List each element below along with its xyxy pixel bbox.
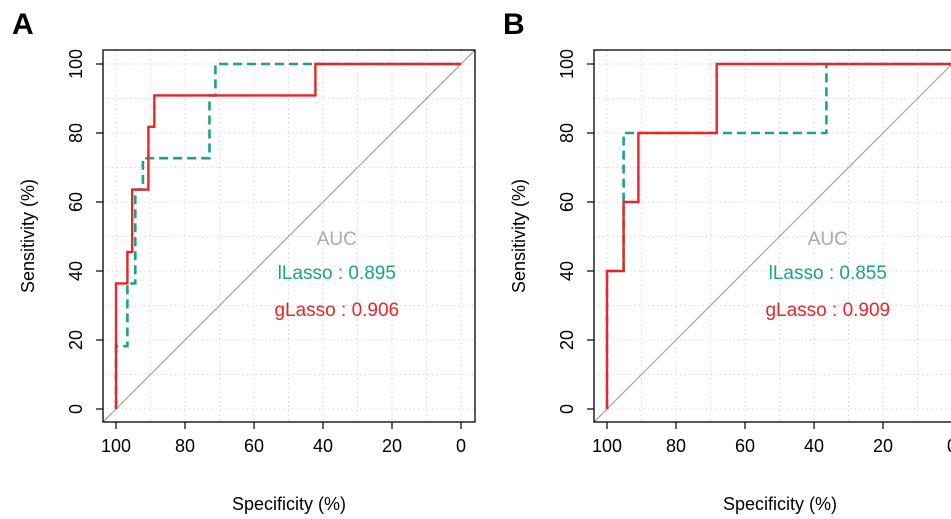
y-tick-label: 20 <box>557 330 577 350</box>
y-tick-label: 20 <box>66 330 86 350</box>
auc-legend-title: AUC <box>808 229 848 250</box>
x-tick-label: 100 <box>592 436 622 456</box>
diagonal-line <box>593 64 951 423</box>
panel-1: 100 80 60 40 20 0 0 20 40 60 80 100 Specificity (%) S… <box>503 8 951 514</box>
auc-legend-entry-gLasso: gLasso : 0.906 <box>274 300 399 321</box>
y-tick-label: 60 <box>557 192 577 212</box>
x-tick-label: 0 <box>947 436 951 456</box>
y-axis-title: Sensitivity (%) <box>509 179 529 293</box>
auc-legend-entry-lLasso: lLasso : 0.855 <box>769 263 887 284</box>
x-tick-label: 80 <box>666 436 686 456</box>
x-tick-label: 60 <box>735 436 755 456</box>
x-tick-label: 80 <box>175 436 195 456</box>
panel-label: A <box>12 8 34 41</box>
panel-label: B <box>503 8 525 41</box>
x-axis-title: Specificity (%) <box>232 494 346 514</box>
plot-frame <box>593 49 951 423</box>
y-tick-label: 80 <box>66 123 86 143</box>
y-tick-label: 0 <box>557 404 577 414</box>
x-tick-label: 40 <box>804 436 824 456</box>
series-line-gLasso <box>114 62 461 409</box>
series-line-gLasso <box>605 62 951 409</box>
y-axis-title: Sensitivity (%) <box>18 179 38 293</box>
y-tick-label: 100 <box>66 49 86 79</box>
y-tick-label: 0 <box>66 404 86 414</box>
x-tick-label: 20 <box>382 436 402 456</box>
x-tick-label: 60 <box>244 436 264 456</box>
x-tick-label: 0 <box>456 436 466 456</box>
y-tick-label: 100 <box>557 49 577 79</box>
x-axis-title: Specificity (%) <box>723 494 837 514</box>
auc-legend-entry-gLasso: gLasso : 0.909 <box>765 300 890 321</box>
y-tick-label: 60 <box>66 192 86 212</box>
x-tick-label: 20 <box>873 436 893 456</box>
plot-frame <box>102 49 476 423</box>
diagonal-line <box>102 49 476 423</box>
y-tick-label: 40 <box>66 261 86 281</box>
y-tick-label: 80 <box>557 123 577 143</box>
panel-0: 100 80 60 40 20 0 0 20 40 60 80 100 Specificity (%) S… <box>12 8 476 514</box>
x-tick-label: 40 <box>313 436 333 456</box>
auc-legend-title: AUC <box>317 229 357 250</box>
y-tick-label: 40 <box>557 261 577 281</box>
x-tick-label: 100 <box>101 436 131 456</box>
auc-legend-entry-lLasso: lLasso : 0.895 <box>278 263 396 284</box>
